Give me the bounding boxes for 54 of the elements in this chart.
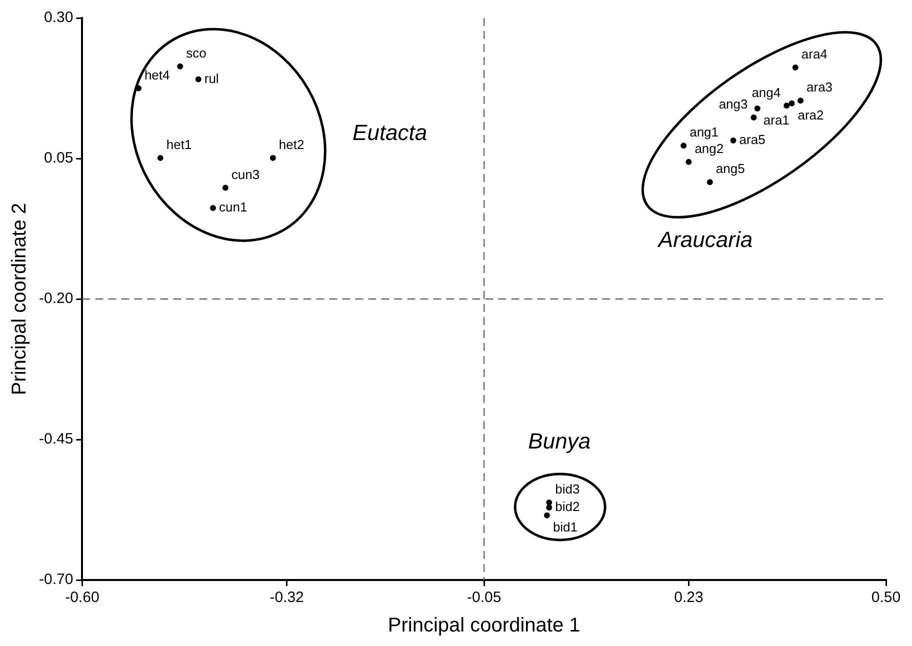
data-label: ang3 (718, 96, 748, 112)
y-tick-label: 0.30 (44, 9, 74, 26)
data-label: sco (186, 45, 206, 60)
point (270, 154, 276, 161)
point (754, 105, 760, 112)
data-label: cun3 (231, 166, 260, 182)
annotation: Bunya (528, 428, 591, 454)
data-label: ang4 (752, 84, 781, 100)
data-label: ang1 (690, 124, 719, 140)
x-tick-label: -0.05 (466, 589, 502, 606)
point (792, 64, 798, 70)
data-label: cun1 (218, 200, 248, 215)
data-label: bid3 (555, 482, 580, 497)
y-tick-label: 0.05 (44, 150, 74, 167)
x-axis-title: Principal coordinate 1 (388, 614, 580, 637)
annotation: Eutacta (352, 120, 428, 145)
point (157, 154, 164, 161)
y-tick-label: -0.70 (38, 571, 74, 588)
point (546, 504, 552, 510)
data-label: bid2 (555, 499, 580, 514)
point (798, 98, 804, 104)
data-label: ara1 (763, 112, 790, 128)
x-tick-label: 0.23 (674, 589, 704, 606)
point (706, 179, 713, 186)
annotation: Araucaria (656, 227, 753, 252)
y-tick-label: -0.20 (38, 290, 74, 308)
data-label: ara3 (806, 80, 833, 95)
point (195, 76, 202, 82)
point (788, 100, 795, 106)
point (730, 138, 736, 144)
point (546, 499, 552, 506)
y-tick-label: -0.45 (38, 430, 74, 448)
x-tick-label: 0.50 (871, 589, 901, 606)
point (750, 114, 757, 120)
data-label: ang2 (694, 140, 724, 156)
x-tick-label: -0.60 (65, 589, 100, 606)
data-label: ara5 (739, 132, 766, 148)
point (210, 204, 216, 211)
data-label: rul (204, 70, 219, 86)
data-label: het1 (166, 137, 192, 152)
point (222, 184, 228, 191)
data-label: het4 (144, 67, 170, 82)
point (680, 142, 687, 149)
data-label: bid1 (552, 519, 578, 534)
data-label: ara4 (801, 46, 828, 62)
data-label: ara2 (798, 108, 824, 122)
point (544, 512, 550, 518)
point (177, 63, 184, 70)
x-tick-label: -0.32 (270, 589, 304, 606)
point (784, 102, 790, 109)
data-label: het2 (278, 137, 304, 152)
y-axis-title: Principal coordinate 2 (8, 202, 31, 396)
data-label: ang5 (716, 161, 745, 176)
point (686, 158, 692, 165)
